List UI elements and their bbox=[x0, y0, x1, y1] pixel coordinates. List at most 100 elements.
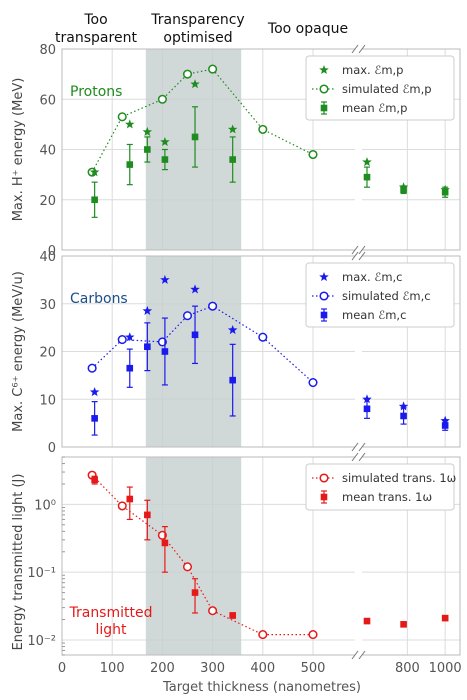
legend-entry: mean trans. 1ω bbox=[342, 490, 432, 504]
x-tick-label: 300 bbox=[200, 661, 225, 676]
legend-entry: simulated trans. 1ω bbox=[342, 471, 456, 485]
simulated-point bbox=[258, 630, 268, 640]
mean-point bbox=[91, 196, 98, 204]
mean-point bbox=[144, 146, 151, 153]
caption-transparency-optimised-line1: Transparency bbox=[150, 12, 244, 28]
x-tick-label: 1000 bbox=[429, 661, 462, 676]
y-tick-label: 10⁻² bbox=[27, 634, 56, 649]
y-tick-label: 0 bbox=[48, 441, 56, 456]
mean-point bbox=[400, 621, 407, 628]
axis-break-mark-2 bbox=[351, 650, 359, 660]
mean-point bbox=[400, 186, 407, 193]
x-axis: 0 100 200 300 400 500 800 1000 bbox=[58, 661, 462, 676]
max-point bbox=[142, 305, 153, 315]
axis-break-mark-0 bbox=[351, 452, 359, 462]
simulated-point bbox=[208, 606, 218, 616]
simulated-point bbox=[157, 337, 167, 347]
max-point bbox=[190, 79, 200, 89]
caption-too-opaque: Too opaque bbox=[267, 21, 348, 37]
axis-break-mark-1 bbox=[358, 44, 366, 54]
mean-point bbox=[441, 614, 449, 622]
axis-break-mark-2 bbox=[351, 442, 359, 452]
mean-point bbox=[191, 331, 199, 339]
x-axis-label: Target thickness (nanometres) bbox=[162, 680, 361, 695]
panel-1: 0 20 40 60 80 Max. H⁺ energy (MeV) max. ℰm,p si… bbox=[11, 43, 461, 259]
y-axis-label: Max. H⁺ energy (MeV) bbox=[11, 78, 26, 222]
axis-break-mark-3 bbox=[358, 442, 366, 452]
panel-2: 0 10 20 30 40 Max. C⁶⁺ energy (MeV/u) max. ℰm,… bbox=[11, 250, 461, 456]
top-captions: Too transparent Transparency optimised T… bbox=[55, 12, 348, 46]
simulated-point bbox=[208, 301, 218, 311]
simulated-point bbox=[157, 530, 167, 540]
simulated-point bbox=[208, 64, 218, 74]
y-tick-label: 80 bbox=[39, 43, 56, 58]
mean-point bbox=[363, 405, 371, 413]
panel-frame bbox=[61, 255, 461, 448]
axis-break-mark-2 bbox=[351, 245, 359, 255]
panel-name-label: light bbox=[95, 622, 127, 638]
panel-name-label: Transmitted bbox=[68, 605, 152, 621]
legend-entry: max. ℰm,p bbox=[342, 63, 404, 77]
legend-mean-icon bbox=[320, 311, 328, 319]
x-tick-label: 400 bbox=[250, 661, 275, 676]
simulated-point bbox=[258, 332, 268, 342]
y-tick-label: 40 bbox=[39, 144, 56, 159]
y-tick-label: 20 bbox=[39, 194, 56, 209]
axis-break-mark-3 bbox=[358, 245, 366, 255]
legend-simulated-icon bbox=[319, 84, 329, 94]
legend: max. ℰm,p simulated ℰm,p mean ℰm,p bbox=[305, 55, 455, 121]
x-tick-label: 0 bbox=[58, 661, 66, 676]
mean-point bbox=[191, 589, 199, 596]
max-point bbox=[227, 124, 238, 134]
axis-break-mark-0 bbox=[351, 251, 359, 261]
max-point bbox=[160, 274, 170, 284]
simulated-point bbox=[182, 562, 193, 572]
axis-break-gap bbox=[355, 254, 362, 449]
legend-max-icon bbox=[319, 65, 329, 74]
mean-point bbox=[91, 476, 98, 484]
max-point bbox=[440, 184, 450, 194]
axis-break-mark-1 bbox=[358, 452, 366, 462]
max-point bbox=[89, 167, 100, 177]
plots: 0 20 40 60 80 Max. H⁺ energy (MeV) max. ℰm,p si… bbox=[11, 43, 461, 660]
y-tick-label: 10 bbox=[39, 393, 56, 408]
simulated-point bbox=[117, 112, 127, 122]
x-tick-label: 500 bbox=[301, 661, 326, 676]
mean-point bbox=[161, 156, 169, 163]
simulated-point bbox=[308, 149, 318, 160]
simulated-point bbox=[182, 69, 193, 79]
y-tick-label: 40 bbox=[39, 250, 56, 265]
mean-point bbox=[144, 343, 151, 351]
legend: simulated trans. 1ω mean trans. 1ω bbox=[305, 463, 456, 511]
max-point bbox=[160, 137, 170, 146]
y-tick-label: 0 bbox=[48, 244, 56, 259]
max-point bbox=[190, 284, 200, 294]
transparency-optimised-band bbox=[145, 49, 242, 250]
simulated-point bbox=[117, 335, 127, 345]
panel-3: 10⁻² 10⁻¹ 10⁰ Energy transmitted light (J) s… bbox=[11, 452, 461, 660]
y-tick-label: 30 bbox=[39, 298, 56, 313]
legend-entry: simulated ℰm,p bbox=[342, 82, 432, 96]
y-tick-label: 10⁰ bbox=[34, 498, 56, 513]
simulated-point bbox=[87, 363, 97, 373]
transparency-optimised-band bbox=[145, 457, 242, 655]
legend-box bbox=[305, 55, 455, 121]
max-point bbox=[227, 325, 238, 335]
data-layer bbox=[87, 274, 450, 436]
mean-point bbox=[441, 422, 449, 429]
panel-name-label: Carbons bbox=[70, 291, 128, 307]
mean-point bbox=[161, 348, 169, 355]
y-tick-label: 20 bbox=[39, 346, 56, 361]
x-tick-label: 800 bbox=[395, 661, 420, 676]
legend-entry: max. ℰm,c bbox=[342, 270, 403, 284]
x-tick-label: 100 bbox=[100, 661, 125, 676]
legend-box bbox=[305, 262, 455, 328]
mean-point bbox=[229, 376, 236, 384]
mean-point bbox=[400, 412, 407, 420]
simulated-point bbox=[258, 124, 268, 134]
caption-too-transparent-line1: Too bbox=[83, 12, 107, 28]
legend-mean-icon bbox=[320, 104, 328, 112]
mean-point bbox=[363, 617, 371, 625]
mean-point bbox=[91, 415, 98, 422]
